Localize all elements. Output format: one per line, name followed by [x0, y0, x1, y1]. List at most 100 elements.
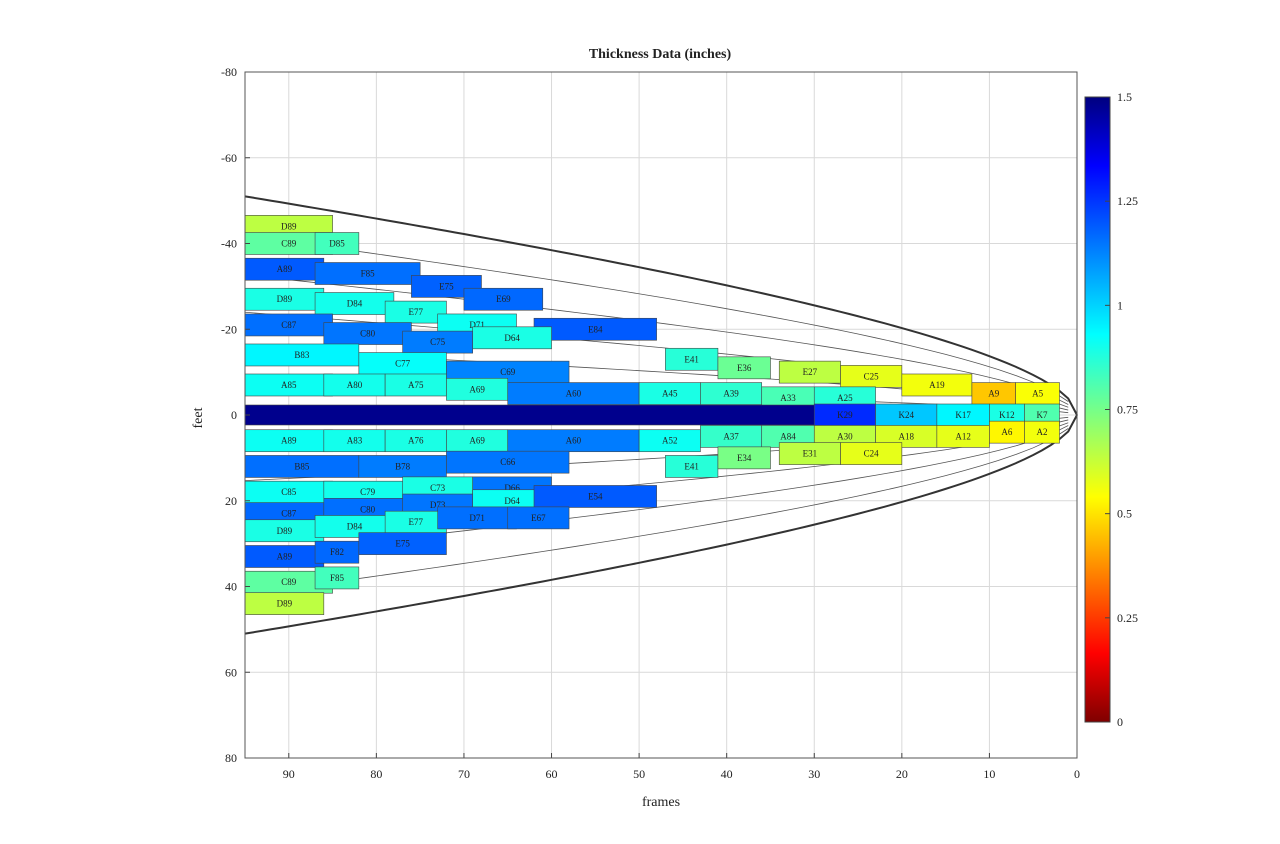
thickness-cell: E41 — [665, 455, 719, 478]
cell-fill — [446, 450, 570, 474]
cell-label: A80 — [347, 380, 363, 390]
axes: 90 80 70 60 50 40 30 20 10 0 -80 -60 -40 -20 0 20 40 60 80 — [221, 65, 1080, 781]
plot-frame — [244, 71, 1078, 759]
cell-label: E41 — [684, 354, 699, 364]
x-tick-label: 40 — [721, 767, 733, 781]
cell-label: C24 — [864, 449, 880, 459]
cell-label: B85 — [294, 461, 310, 471]
cell-label: C66 — [500, 457, 516, 467]
thickness-cell: K7 — [1024, 403, 1060, 427]
x-tick-label: 60 — [546, 767, 558, 781]
thickness-cell: E67 — [507, 506, 570, 530]
colorbar-tick-label: 0.5 — [1117, 507, 1132, 521]
cell-label: C89 — [281, 239, 297, 249]
colorbar-tick-label: 0.25 — [1117, 611, 1138, 625]
thickness-cell: A89 — [244, 257, 325, 281]
cell-label: D89 — [277, 294, 293, 304]
cell-label: A75 — [408, 380, 424, 390]
thickness-cell: A83 — [323, 429, 386, 453]
cell-label: E67 — [531, 513, 546, 523]
cell-label: E69 — [496, 294, 511, 304]
thickness-cell: A45 — [638, 382, 701, 405]
y-tick-label: 60 — [225, 665, 237, 679]
y-axis-label: feet — [191, 407, 206, 428]
cell-label: D89 — [277, 599, 293, 609]
cell-label: K29 — [837, 410, 853, 420]
thickness-cell: A19 — [901, 373, 973, 397]
cell-label: K7 — [1036, 410, 1047, 420]
cell-label: D89 — [277, 526, 293, 536]
thickness-cell: A85 — [244, 373, 333, 397]
thickness-cell: E77 — [384, 510, 447, 534]
x-tick-label: 20 — [896, 767, 908, 781]
thickness-cell: A18 — [875, 425, 938, 448]
cell-label: D64 — [504, 333, 520, 343]
thickness-cell: E34 — [717, 446, 771, 470]
cell-label: E75 — [395, 539, 410, 549]
cell-fill — [717, 446, 771, 470]
thickness-cell: B83 — [244, 343, 360, 367]
cell-label: A18 — [898, 431, 914, 441]
cell-label: C79 — [360, 487, 376, 497]
cell-fill — [533, 485, 657, 508]
thickness-cell: A5 — [1015, 382, 1060, 405]
cell-label: E75 — [439, 281, 454, 291]
cell-label: K24 — [898, 410, 914, 420]
cell-fill — [507, 506, 570, 530]
thickness-cell: E69 — [463, 287, 544, 311]
cell-label: C89 — [281, 577, 297, 587]
cell-label: A30 — [837, 431, 853, 441]
cell-label: A9 — [988, 389, 999, 399]
thickness-cell: B85 — [244, 455, 360, 478]
cell-label: C80 — [360, 504, 376, 514]
hull-lower-edge — [244, 414, 1078, 635]
cell-label: B83 — [294, 350, 310, 360]
colorbar: 0 0.25 0.5 0.75 1 1.25 1.5 — [1084, 90, 1138, 729]
hull-upper-edge — [244, 195, 1078, 416]
cell-label: E27 — [803, 367, 818, 377]
cell-label: F85 — [361, 269, 376, 279]
cell-fill — [314, 566, 360, 590]
thickness-cell: C24 — [840, 442, 903, 465]
cell-label: A12 — [955, 431, 971, 441]
x-tick-label: 80 — [370, 767, 382, 781]
cell-fill — [1024, 420, 1060, 444]
thickness-cell: F85 — [314, 262, 421, 285]
thickness-cell: D85 — [314, 232, 360, 255]
cell-fill — [717, 356, 771, 380]
cell-label: C73 — [430, 483, 446, 493]
cell-label: E77 — [409, 307, 424, 317]
cell-label: C77 — [395, 359, 411, 369]
thickness-cell: E75 — [358, 532, 447, 555]
cell-label: C69 — [500, 367, 516, 377]
cell-fill — [244, 404, 815, 426]
cell-fill — [358, 532, 447, 555]
strake-line — [244, 428, 1069, 595]
thickness-cell: C85 — [244, 480, 333, 504]
cell-label: A37 — [723, 431, 739, 441]
thickness-cell: K17 — [936, 403, 990, 427]
x-tick-label: 90 — [283, 767, 295, 781]
cell-label: E36 — [737, 363, 752, 373]
cell-label: B78 — [395, 461, 411, 471]
cell-fill — [384, 300, 447, 324]
thickness-cell: A80 — [323, 373, 386, 397]
cell-label: A89 — [277, 551, 293, 561]
thickness-cell: A2 — [1024, 420, 1060, 444]
colorbar-tick-label: 1 — [1117, 298, 1123, 312]
thickness-cell: C80 — [323, 322, 412, 345]
cell-label: K12 — [999, 410, 1015, 420]
cell-label: A52 — [662, 436, 678, 446]
cell-label: A33 — [780, 393, 796, 403]
thickness-cell: C75 — [402, 330, 474, 354]
y-tick-label: 0 — [231, 408, 237, 422]
thickness-cell: E77 — [384, 300, 447, 324]
cell-label: D71 — [469, 513, 485, 523]
cell-fill — [840, 442, 903, 465]
cell-label: A45 — [662, 389, 678, 399]
thickness-cell: B78 — [358, 455, 447, 478]
cell-fill — [463, 287, 544, 311]
thickness-cell: E36 — [717, 356, 771, 380]
y-tick-label: -60 — [221, 151, 237, 165]
cell-fill — [472, 326, 552, 350]
